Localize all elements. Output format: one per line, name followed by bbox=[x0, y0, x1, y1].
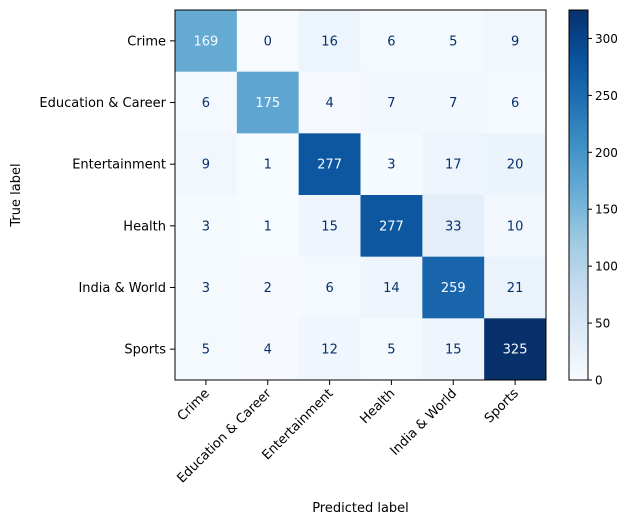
heatmap-cells bbox=[175, 10, 547, 381]
y-tick-label: Entertainment bbox=[72, 158, 166, 173]
cell-value-label: 169 bbox=[194, 34, 219, 49]
heatmap-cell bbox=[175, 71, 238, 134]
cell-value-label: 9 bbox=[202, 158, 210, 173]
colorbar bbox=[568, 9, 589, 381]
cell-value-label: 4 bbox=[325, 96, 333, 111]
heatmap-cell bbox=[422, 71, 485, 134]
cell-value-labels: 169 0 16 6 5 96 175 4 7 7 69 1 277 3 17 203 1 15 277 33 103 2… bbox=[194, 34, 528, 357]
heatmap-cell bbox=[298, 71, 361, 134]
cell-value-label: 6 bbox=[325, 281, 333, 296]
heatmap-cell bbox=[175, 256, 238, 319]
colorbar-tick-label: 200 bbox=[595, 146, 618, 160]
y-tick-label: Health bbox=[123, 219, 166, 234]
cell-value-label: 2 bbox=[264, 281, 272, 296]
cell-value-label: 277 bbox=[317, 158, 342, 173]
heatmap-cell bbox=[236, 256, 300, 319]
heatmap-cell bbox=[298, 10, 361, 73]
heatmap-cell bbox=[422, 10, 485, 73]
heatmap-cell bbox=[360, 195, 423, 258]
heatmap-cell bbox=[484, 133, 547, 196]
heatmap-cell bbox=[298, 318, 361, 381]
x-tick-label: Sports bbox=[482, 386, 522, 426]
colorbar-tick-label: 150 bbox=[595, 203, 618, 217]
heatmap-cell bbox=[360, 71, 423, 134]
y-tick-label: Sports bbox=[124, 343, 166, 358]
heatmap-cell bbox=[422, 256, 485, 319]
y-axis-label: True label bbox=[9, 163, 24, 227]
x-tick-label: Health bbox=[357, 386, 398, 427]
cell-value-label: 6 bbox=[202, 96, 210, 111]
cell-value-label: 4 bbox=[264, 343, 272, 358]
cell-value-label: 15 bbox=[445, 343, 462, 358]
colorbar-tick-label: 100 bbox=[595, 260, 618, 274]
cell-value-label: 259 bbox=[441, 281, 466, 296]
heatmap-cell bbox=[236, 318, 300, 381]
cell-value-label: 20 bbox=[507, 158, 524, 173]
heatmap-cell bbox=[484, 71, 547, 134]
x-axis-label: Predicted label bbox=[312, 501, 409, 516]
heatmap-cell bbox=[360, 10, 423, 73]
heatmap-cell bbox=[484, 10, 547, 73]
colorbar-tick-label: 0 bbox=[595, 374, 603, 388]
heatmap-cell bbox=[236, 133, 300, 196]
heatmap-cell bbox=[484, 256, 547, 319]
colorbar-ticks: 0 50 100 150 200 250 300 bbox=[588, 32, 618, 388]
heatmap-cell bbox=[298, 256, 361, 319]
cell-value-label: 5 bbox=[449, 34, 457, 49]
heatmap-cell bbox=[360, 318, 423, 381]
cell-value-label: 6 bbox=[387, 34, 395, 49]
heatmap-cell bbox=[360, 133, 423, 196]
heatmap-cell bbox=[422, 195, 485, 258]
cell-value-label: 17 bbox=[445, 158, 462, 173]
cell-value-label: 7 bbox=[387, 96, 395, 111]
y-tick-label: Education & Career bbox=[39, 96, 166, 111]
cell-value-label: 9 bbox=[511, 34, 519, 49]
heatmap-cell bbox=[175, 195, 238, 258]
heatmap-cell bbox=[422, 133, 485, 196]
cell-value-label: 5 bbox=[202, 343, 210, 358]
heatmap-cell bbox=[236, 10, 300, 73]
y-axis-ticks: Crime Education & Career Entertainment Heal… bbox=[39, 34, 175, 358]
colorbar-tick-label: 250 bbox=[595, 89, 618, 103]
colorbar-tick-label: 300 bbox=[595, 32, 618, 46]
x-tick-label: Crime bbox=[175, 386, 213, 424]
cell-value-label: 6 bbox=[511, 96, 519, 111]
cell-value-label: 3 bbox=[202, 281, 210, 296]
cell-value-label: 0 bbox=[264, 34, 272, 49]
y-tick-label: India & World bbox=[78, 281, 166, 296]
cell-value-label: 5 bbox=[387, 343, 395, 358]
cell-value-label: 325 bbox=[503, 343, 528, 358]
cell-value-label: 175 bbox=[255, 96, 280, 111]
cell-value-label: 14 bbox=[383, 281, 400, 296]
heatmap-cell bbox=[236, 195, 300, 258]
cell-value-label: 277 bbox=[379, 219, 404, 234]
colorbar-tick-label: 50 bbox=[595, 317, 610, 331]
heatmap-cell bbox=[422, 318, 485, 381]
axes-frame bbox=[174, 9, 547, 381]
cell-value-label: 33 bbox=[445, 219, 462, 234]
cell-value-label: 21 bbox=[507, 281, 524, 296]
heatmap-cell bbox=[484, 195, 547, 258]
cell-value-label: 3 bbox=[387, 158, 395, 173]
heatmap-cell bbox=[175, 133, 238, 196]
cell-value-label: 15 bbox=[321, 219, 338, 234]
heatmap-cell bbox=[175, 10, 238, 73]
cell-value-label: 3 bbox=[202, 219, 210, 234]
heatmap-cell bbox=[298, 195, 361, 258]
heatmap-cell bbox=[175, 318, 238, 381]
y-tick-label: Crime bbox=[127, 34, 166, 49]
cell-value-label: 1 bbox=[264, 219, 272, 234]
cell-value-label: 10 bbox=[507, 219, 524, 234]
heatmap-cell bbox=[298, 133, 361, 196]
heatmap-cell bbox=[236, 71, 300, 134]
heatmap-cell bbox=[484, 318, 547, 381]
cell-value-label: 12 bbox=[321, 343, 338, 358]
cell-value-label: 1 bbox=[264, 158, 272, 173]
cell-value-label: 16 bbox=[321, 34, 338, 49]
cell-value-label: 7 bbox=[449, 96, 457, 111]
heatmap-cell bbox=[360, 256, 423, 319]
x-tick-label: India & World bbox=[388, 386, 461, 459]
